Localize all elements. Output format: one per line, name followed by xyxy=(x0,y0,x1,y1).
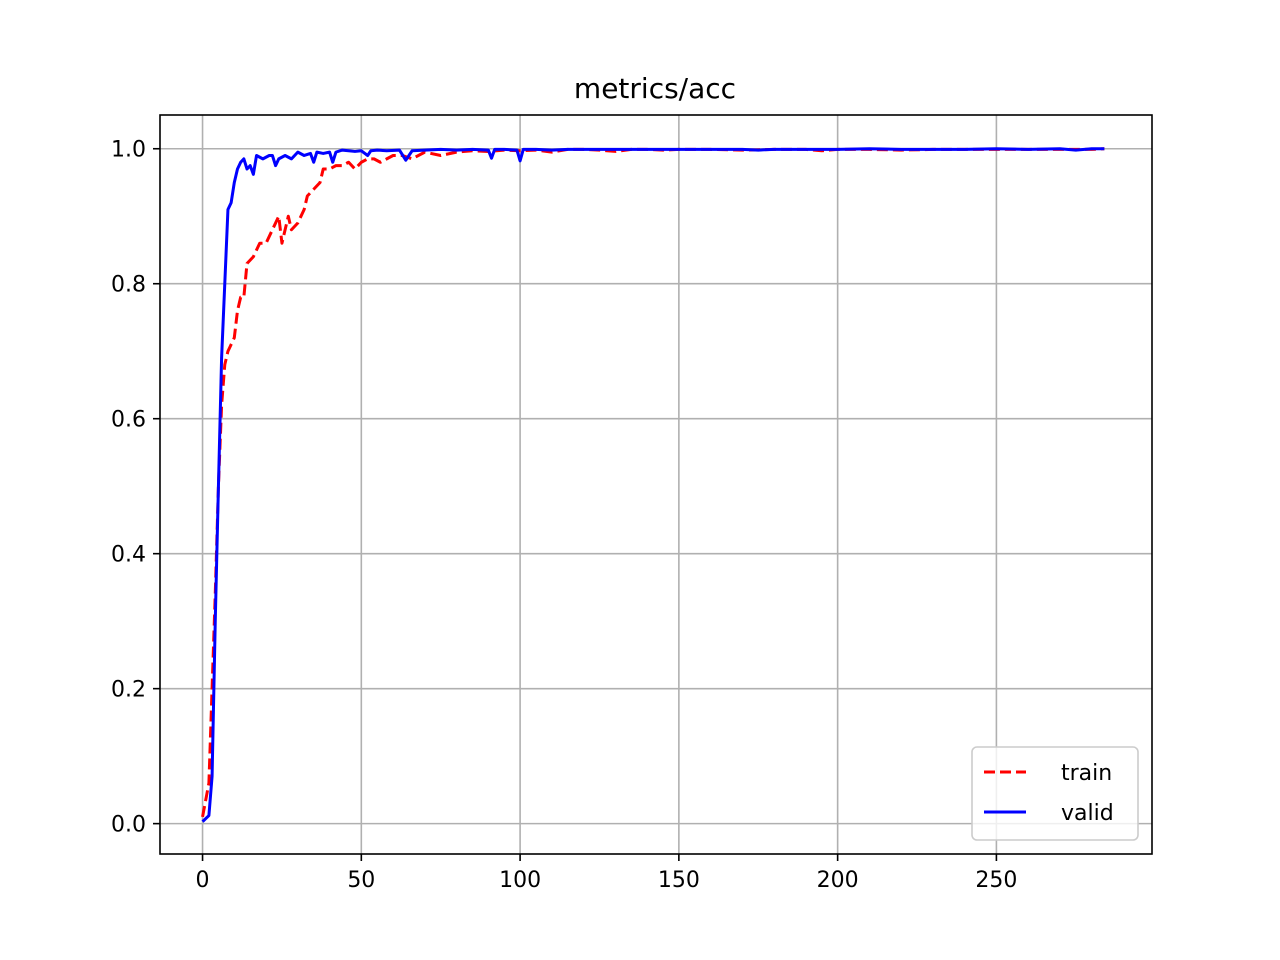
legend-box xyxy=(971,746,1139,841)
y-tick-label: 0.4 xyxy=(111,543,146,568)
legend-label-valid: valid xyxy=(1061,801,1114,826)
ticks: 0 50 100 150 200 250 0.0 0.2 0.4 0.6 0.8 1.0 xyxy=(111,138,1017,893)
series-layer xyxy=(201,147,1105,823)
chart-title: metrics/acc xyxy=(574,72,736,105)
x-tick-label: 200 xyxy=(817,868,859,893)
x-tick-label: 150 xyxy=(658,868,700,893)
series-line-valid xyxy=(201,147,1105,823)
x-tick-label: 100 xyxy=(499,868,541,893)
legend-label-train: train xyxy=(1061,761,1112,786)
y-tick-label: 0.8 xyxy=(111,273,146,298)
y-tick-label: 0.6 xyxy=(111,408,146,433)
y-tick-label: 0.0 xyxy=(111,813,146,838)
x-tick-label: 0 xyxy=(196,868,210,893)
y-tick-label: 0.2 xyxy=(111,678,146,703)
x-tick-label: 50 xyxy=(347,868,375,893)
y-tick-label: 1.0 xyxy=(111,138,146,163)
axes-frame xyxy=(159,114,1153,855)
x-tick-label: 250 xyxy=(975,868,1017,893)
grid xyxy=(160,115,1152,854)
legend: train valid xyxy=(971,746,1139,841)
